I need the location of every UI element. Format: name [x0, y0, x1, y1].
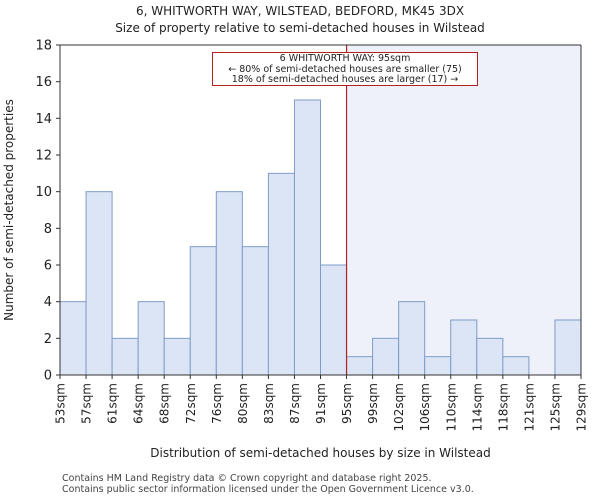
y-tick-label: 16 — [35, 75, 52, 90]
histogram-bar — [372, 337, 400, 376]
histogram-bar — [424, 356, 452, 376]
x-tick-label: 76sqm — [210, 383, 224, 424]
histogram-bar — [320, 264, 348, 376]
y-tick-label: 14 — [35, 112, 52, 127]
x-tick-label: 110sqm — [444, 383, 458, 431]
property-annotation-box: 6 WHITWORTH WAY: 95sqm ← 80% of semi-det… — [212, 52, 478, 86]
histogram-bar — [293, 99, 322, 376]
x-tick-label: 80sqm — [236, 383, 250, 424]
y-tick-label: 10 — [35, 185, 52, 200]
chart-title: 6, WHITWORTH WAY, WILSTEAD, BEDFORD, MK4… — [135, 4, 465, 18]
histogram-bar — [476, 337, 504, 376]
histogram-bar — [189, 246, 217, 376]
y-tick-label: 12 — [35, 149, 52, 164]
histogram-bar — [111, 337, 139, 376]
annotation-property: 6 WHITWORTH WAY: 95sqm — [279, 53, 411, 64]
footer-copyright: Contains HM Land Registry data © Crown c… — [62, 473, 432, 484]
histogram-bar — [59, 301, 87, 376]
x-tick-label: 61sqm — [106, 383, 120, 424]
y-tick-label: 0 — [44, 369, 52, 384]
x-tick-label: 72sqm — [184, 383, 198, 424]
histogram-bar — [163, 337, 191, 376]
x-tick-label: 91sqm — [314, 383, 328, 424]
histogram-bar — [398, 301, 426, 376]
x-tick-label: 121sqm — [522, 383, 536, 431]
y-tick-label: 2 — [44, 332, 52, 347]
x-tick-label: 102sqm — [392, 383, 406, 431]
histogram-bar — [215, 191, 243, 376]
histogram-bar — [450, 319, 478, 376]
histogram-bar — [85, 191, 113, 376]
annotation-larger: 18% of semi-detached houses are larger (… — [231, 74, 459, 85]
y-axis-label: Number of semi-detached properties — [2, 99, 16, 321]
y-tick-label: 6 — [44, 259, 52, 274]
chart-subtitle: Size of property relative to semi-detach… — [115, 21, 485, 35]
x-tick-label: 83sqm — [262, 383, 276, 424]
y-tick-label: 4 — [44, 295, 52, 310]
annotation-smaller: ← 80% of semi-detached houses are smalle… — [228, 63, 462, 75]
x-tick-label: 114sqm — [470, 383, 484, 431]
x-tick-label: 129sqm — [575, 383, 589, 431]
x-tick-label: 57sqm — [80, 383, 94, 424]
x-axis-label: Distribution of semi-detached houses by … — [150, 446, 490, 460]
histogram-bar — [502, 356, 530, 376]
histogram-bar — [241, 246, 269, 376]
x-tick-label: 68sqm — [158, 383, 172, 424]
x-tick-label: 64sqm — [132, 383, 146, 424]
histogram-bar — [267, 172, 295, 376]
y-tick-label: 8 — [44, 222, 52, 237]
x-tick-label: 106sqm — [418, 383, 432, 431]
histogram-bar — [554, 319, 582, 376]
x-tick-label: 53sqm — [54, 383, 68, 424]
x-tick-label: 99sqm — [366, 383, 380, 424]
footer-licence: Contains public sector information licen… — [62, 484, 474, 495]
x-tick-label: 118sqm — [496, 383, 510, 431]
histogram-bar — [137, 301, 165, 376]
x-tick-label: 95sqm — [340, 383, 354, 424]
y-tick-label: 18 — [35, 39, 52, 54]
x-tick-label: 125sqm — [548, 383, 562, 431]
x-tick-label: 87sqm — [288, 383, 302, 424]
histogram-bar — [346, 356, 374, 376]
